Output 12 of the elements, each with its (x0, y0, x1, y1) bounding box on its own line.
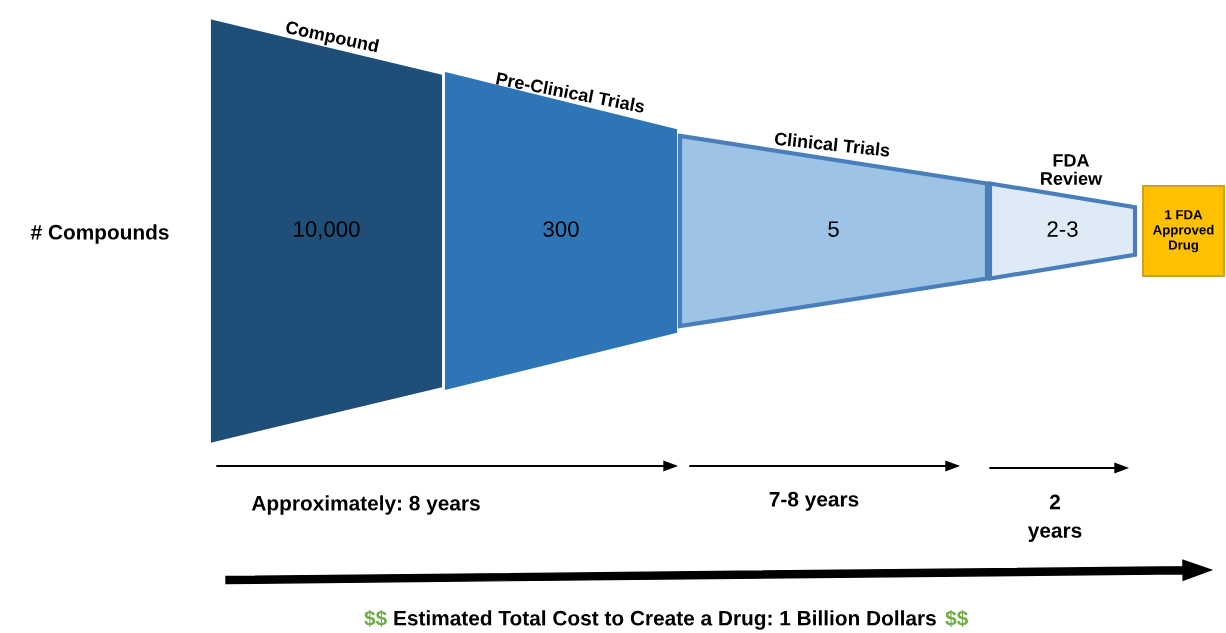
category-label: Clinical Trials (774, 131, 891, 157)
data-label: 10,000 (294, 221, 360, 240)
text: $$ Estimated Total Cost to Create a Drug: 1 Billion Dollars $$ (364, 609, 968, 630)
text: 2 years (1027, 494, 1082, 542)
data-label: 1 FDA Approved Drug (1153, 210, 1214, 253)
text: 7-8 years (769, 491, 859, 511)
text: Approximately: 8 years (251, 495, 480, 515)
data-label: 2-3 (1047, 221, 1078, 237)
data-label: 5 (828, 221, 839, 237)
data-label: 300 (543, 221, 579, 237)
text: # Compounds (30, 224, 169, 244)
category-label: FDA Review (1041, 154, 1103, 185)
